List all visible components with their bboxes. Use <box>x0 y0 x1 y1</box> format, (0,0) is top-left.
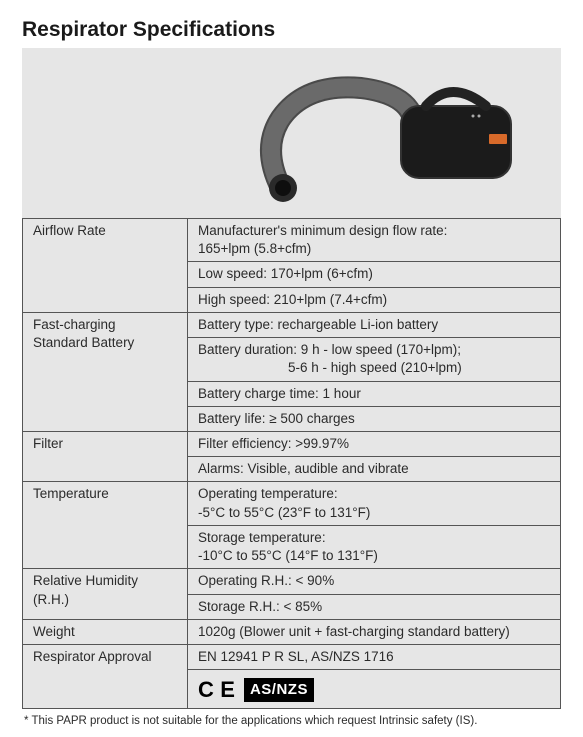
spec-cell: Manufacturer's minimum design flow rate:… <box>188 219 561 262</box>
spec-cell: Battery charge time: 1 hour <box>188 381 561 406</box>
spec-cell: Battery life: ≥ 500 charges <box>188 406 561 431</box>
spec-cell: Low speed: 170+lpm (6+cfm) <box>188 262 561 287</box>
spec-cell: Storage R.H.: < 85% <box>188 594 561 619</box>
spec-cell: Operating R.H.: < 90% <box>188 569 561 594</box>
spec-cell: High speed: 210+lpm (7.4+cfm) <box>188 287 561 312</box>
page-title: Respirator Specifications <box>22 18 561 42</box>
spec-label-battery: Fast-charging Standard Battery <box>23 312 188 431</box>
page: Respirator Specifications Airflow Rate <box>0 0 583 737</box>
asnzs-badge: AS/NZS <box>244 678 314 702</box>
spec-cell: EN 12941 P R SL, AS/NZS 1716 <box>188 644 561 669</box>
table-row: Respirator Approval EN 12941 P R SL, AS/… <box>23 644 561 669</box>
spec-label-filter: Filter <box>23 431 188 481</box>
spec-cell: Battery duration: 9 h - low speed (170+l… <box>188 338 561 381</box>
product-illustration-icon <box>251 58 531 208</box>
footnote: * This PAPR product is not suitable for … <box>22 715 561 727</box>
spec-label-humidity: Relative Humidity (R.H.) <box>23 569 188 619</box>
spec-label-temperature: Temperature <box>23 482 188 569</box>
approval-standards: EN 12941 P R SL, AS/NZS 1716 <box>198 649 394 664</box>
table-row: Airflow Rate Manufacturer's minimum desi… <box>23 219 561 262</box>
table-row: Relative Humidity (R.H.) Operating R.H.:… <box>23 569 561 594</box>
spec-cell: 1020g (Blower unit + fast-charging stand… <box>188 619 561 644</box>
spec-label-approval: Respirator Approval <box>23 644 188 708</box>
spec-label-airflow: Airflow Rate <box>23 219 188 313</box>
spec-table: Airflow Rate Manufacturer's minimum desi… <box>22 218 561 709</box>
cert-badges: C E AS/NZS <box>198 675 314 705</box>
ce-mark-icon: C E <box>198 675 236 705</box>
spec-cell: Filter efficiency: >99.97% <box>188 431 561 456</box>
cert-cell: C E AS/NZS <box>188 670 561 709</box>
table-row: Filter Filter efficiency: >99.97% <box>23 431 561 456</box>
table-row: Temperature Operating temperature: -5°C … <box>23 482 561 525</box>
spec-cell: Alarms: Visible, audible and vibrate <box>188 457 561 482</box>
spec-label-weight: Weight <box>23 619 188 644</box>
spec-cell: Battery type: rechargeable Li-ion batter… <box>188 312 561 337</box>
battery-duration-line2: 5-6 h - high speed (210+lpm) <box>198 359 462 377</box>
table-row: Weight 1020g (Blower unit + fast-chargin… <box>23 619 561 644</box>
spec-cell: Storage temperature: -10°C to 55°C (14°F… <box>188 525 561 568</box>
spec-cell: Operating temperature: -5°C to 55°C (23°… <box>188 482 561 525</box>
battery-duration-line1: Battery duration: 9 h - low speed (170+l… <box>198 342 461 357</box>
product-hero <box>22 48 561 218</box>
table-row: Fast-charging Standard Battery Battery t… <box>23 312 561 337</box>
